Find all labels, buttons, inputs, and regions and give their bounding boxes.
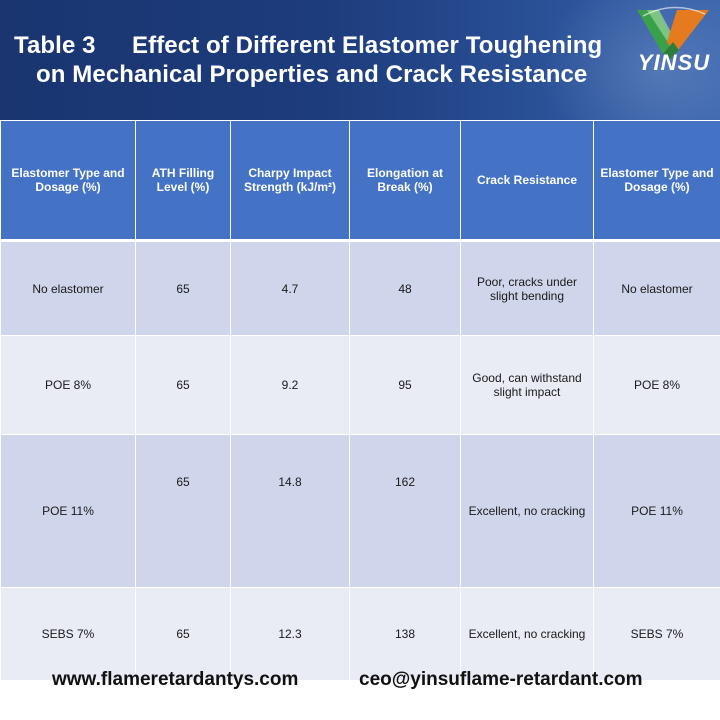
logo-wordmark: YINSU	[637, 50, 711, 75]
table-cell: 48	[349, 240, 461, 336]
title-banner: Table 3 Effect of Different Elastomer Tou…	[0, 0, 720, 120]
table-cell: POE 11%	[593, 434, 720, 588]
title-text-line1: Effect of Different Elastomer Toughening	[132, 32, 603, 59]
table-row: POE 11% 65 14.8 162 Excellent, no cracki…	[0, 434, 720, 588]
table-cell: SEBS 7%	[0, 587, 136, 681]
table-header-row: Elastomer Type and Dosage (%) ATH Fillin…	[0, 120, 720, 242]
elastomer-table: Elastomer Type and Dosage (%) ATH Fillin…	[0, 120, 720, 681]
page-title-line1: Table 3 Effect of Different Elastomer Tou…	[14, 32, 602, 60]
table-cell: 65	[135, 587, 231, 681]
table-cell: No elastomer	[593, 240, 720, 336]
table-cell: 65	[135, 240, 231, 336]
table-cell: Good, can withstand slight impact	[460, 335, 594, 435]
yinsu-v-logo-icon	[637, 6, 709, 60]
table-row: No elastomer 65 4.7 48 Poor, cracks unde…	[0, 240, 720, 336]
table-cell: 4.7	[230, 240, 350, 336]
contact-footer: www.flameretardantys.com ceo@yinsuflame-…	[0, 666, 720, 696]
table-cell: POE 11%	[0, 434, 136, 588]
table-cell: 95	[349, 335, 461, 435]
column-header: Charpy Impact Strength (kJ/m²)	[230, 120, 350, 242]
column-header: Elongation at Break (%)	[349, 120, 461, 242]
column-header: ATH Filling Level (%)	[135, 120, 231, 242]
table-cell: Excellent, no cracking	[460, 587, 594, 681]
column-header: Elastomer Type and Dosage (%)	[593, 120, 720, 242]
email-link[interactable]: ceo@yinsuflame-retardant.com	[359, 669, 643, 690]
table-cell: 162	[349, 434, 461, 588]
column-header: Crack Resistance	[460, 120, 594, 242]
table-cell: POE 8%	[593, 335, 720, 435]
page-title-line2: on Mechanical Properties and Crack Resis…	[36, 61, 588, 88]
column-header: Elastomer Type and Dosage (%)	[0, 120, 136, 242]
table-row: SEBS 7% 65 12.3 138 Excellent, no cracki…	[0, 587, 720, 681]
table-cell: 9.2	[230, 335, 350, 435]
table-cell: 65	[135, 434, 231, 588]
table-cell: 65	[135, 335, 231, 435]
table-row: POE 8% 65 9.2 95 Good, can withstand sli…	[0, 335, 720, 435]
table-cell: POE 8%	[0, 335, 136, 435]
table-cell: 14.8	[230, 434, 350, 588]
table-cell: Poor, cracks under slight bending	[460, 240, 594, 336]
table-cell: No elastomer	[0, 240, 136, 336]
website-link[interactable]: www.flameretardantys.com	[52, 669, 299, 690]
table-cell: Excellent, no cracking	[460, 434, 594, 588]
table-cell: SEBS 7%	[593, 587, 720, 681]
data-table-container: Elastomer Type and Dosage (%) ATH Fillin…	[0, 120, 720, 681]
table-number: Table 3	[14, 32, 96, 59]
table-cell: 12.3	[230, 587, 350, 681]
